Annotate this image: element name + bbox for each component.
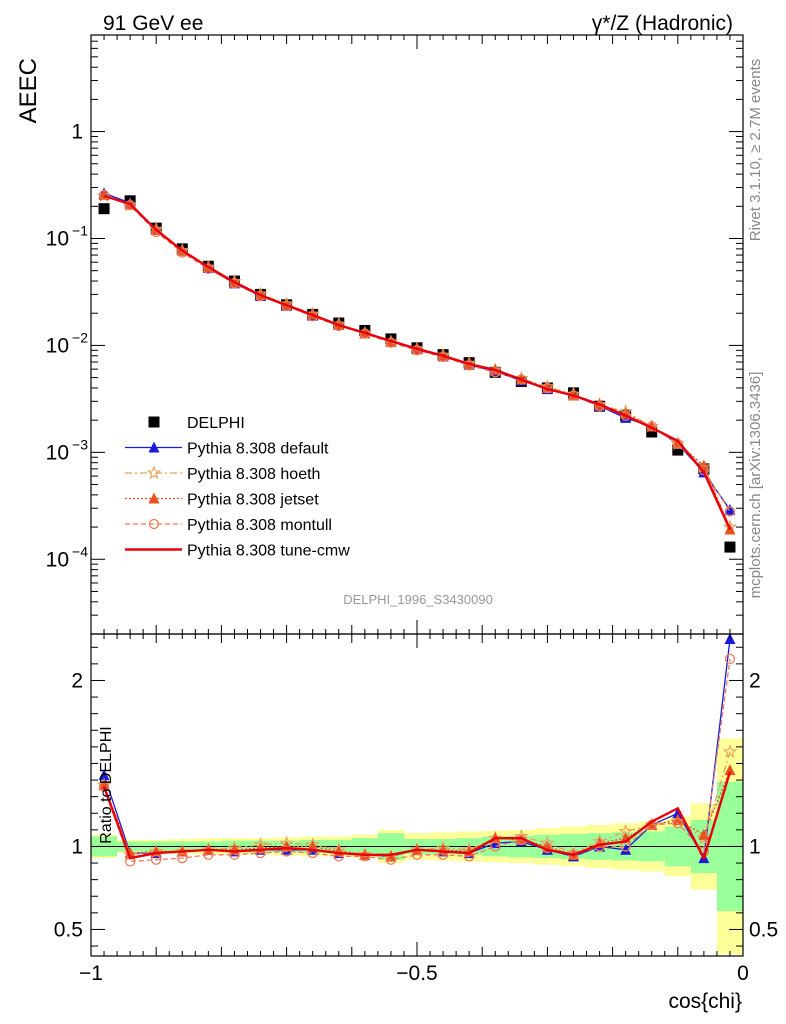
data-point: [724, 541, 736, 553]
data-point: [98, 203, 110, 215]
x-axis-label: cos{chi}: [668, 990, 742, 1013]
legend: DELPHI Pythia 8.308 default Pythia 8.308 h…: [125, 415, 350, 560]
legend-item: Pythia 8.308 jetset: [125, 492, 319, 509]
ratio-y-tick-label-right: 1: [749, 835, 761, 858]
legend-marker: [148, 441, 160, 453]
legend-label: DELPHI: [187, 415, 245, 432]
legend-item: DELPHI: [148, 415, 245, 432]
ratio-point: [672, 818, 683, 829]
data-point: [672, 444, 684, 456]
series-pythia-8-308-tune-cmw: [103, 194, 732, 530]
ratio-y-tick-label-right: 2: [749, 669, 761, 692]
ratio-point: [98, 779, 110, 791]
data-point: [724, 506, 736, 517]
header-left: 91 GeV ee: [103, 12, 203, 35]
y-tick-label: 10: [46, 227, 69, 250]
ratio-point: [177, 852, 188, 864]
ratio-point: [724, 764, 736, 776]
data-point: [724, 503, 736, 515]
ratio-point: [98, 781, 110, 792]
axes: 110−110−210−310 −40.5 0.51 12 2−1 −0.5 0: [46, 34, 778, 985]
legend-label: Pythia 8.308 jetset: [187, 492, 319, 509]
ratio-point: [359, 851, 370, 862]
legend-marker: [148, 416, 160, 428]
legend-label: Pythia 8.308 tune-cmw: [187, 543, 350, 560]
ratio-y-tick-label: 0.5: [54, 918, 83, 941]
ratio-point: [722, 744, 738, 758]
y-axis-label-top: AEEC: [15, 58, 42, 123]
series-line: [103, 194, 732, 530]
ratio-line: [102, 771, 732, 862]
ratio-point: [620, 843, 632, 855]
ratio-point: [672, 813, 684, 825]
header-right: γ*/Z (Hadronic): [592, 12, 733, 35]
ratio-point: [698, 828, 710, 840]
legend-item: Pythia 8.308 hoeth: [125, 465, 320, 483]
main-plot-series: [96, 187, 738, 553]
ratio-pythia-8-308-tune-cmw: [102, 771, 732, 862]
rivet-label: Rivet 3.1.10, ≥ 2.7M events: [747, 59, 764, 242]
legend-marker: [146, 465, 162, 480]
ratio-point: [98, 769, 110, 781]
data-point: [98, 189, 110, 201]
data-point: [646, 426, 658, 438]
y-tick-label-exponent: −3: [72, 436, 88, 452]
ratio-y-tick-label: 1: [71, 835, 83, 858]
legend-item: Pythia 8.308 tune-cmw: [125, 543, 350, 560]
ratio-point: [696, 830, 712, 845]
y-tick-label-exponent: −4: [72, 543, 88, 559]
y-tick-label: 10: [46, 441, 69, 464]
x-tick-label: −0.5: [396, 962, 437, 985]
data-point: [620, 410, 631, 421]
data-point: [672, 438, 683, 450]
ratio-y-tick-label-right: 0.5: [749, 918, 778, 941]
data-point: [124, 200, 136, 211]
y-axis-label-bottom: Ratio to DELPHI: [98, 726, 115, 843]
ratio-point: [490, 841, 501, 852]
y-tick-label: 10: [46, 548, 69, 571]
ratio-plot-frame: [90, 633, 744, 957]
y-tick-label-exponent: −1: [72, 222, 88, 238]
mcplots-label: mcplots.cern.ch [arXiv:1306.3436]: [747, 372, 764, 599]
data-point: [516, 374, 527, 385]
legend-label: Pythia 8.308 hoeth: [187, 466, 320, 483]
ratio-plot-series: [96, 632, 738, 867]
ratio-point: [307, 847, 318, 859]
ratio-point: [724, 653, 736, 665]
ratio-point: [151, 854, 162, 865]
ratio-point: [255, 847, 266, 859]
analysis-id: DELPHI_1996_S3430090: [343, 592, 493, 607]
legend-marker: [148, 518, 160, 530]
x-tick-label: 0: [737, 962, 749, 985]
data-point: [151, 226, 162, 238]
legend-label: Pythia 8.308 default: [187, 441, 329, 458]
x-tick-label: −1: [79, 962, 103, 985]
y-tick-label: 1: [71, 121, 83, 144]
ratio-y-tick-label: 2: [71, 669, 83, 692]
legend-item: Pythia 8.308 montull: [125, 517, 332, 534]
legend-marker: [148, 492, 160, 504]
y-tick-label-exponent: −2: [72, 329, 88, 345]
legend-label: Pythia 8.308 montull: [187, 517, 332, 534]
legend-item: Pythia 8.308 default: [125, 441, 329, 458]
y-tick-label: 10: [46, 334, 69, 357]
